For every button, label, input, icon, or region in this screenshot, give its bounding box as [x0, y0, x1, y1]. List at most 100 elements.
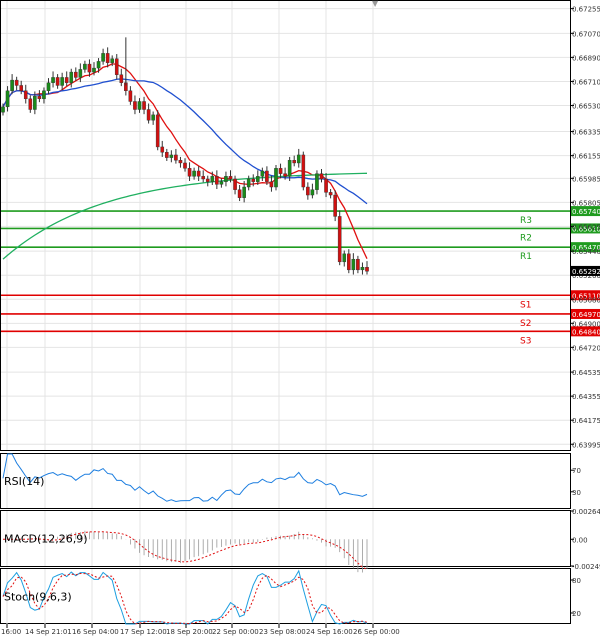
ma-long-line [2, 172, 368, 260]
level-label-box [571, 223, 600, 234]
candle-body [265, 170, 269, 182]
candle-body [87, 63, 92, 73]
level-label-box [571, 242, 600, 253]
candle-body [51, 77, 55, 83]
candle-body [155, 114, 160, 148]
level-name-r2: R2 [520, 233, 532, 243]
candle-body [146, 109, 151, 121]
price-axis: 0.67255 0.67070 0.66890 0.66710 0.66530 0.663… [570, 6, 600, 449]
price-tick-label: 0.65080 [572, 296, 600, 304]
candle-body [251, 178, 256, 182]
price-tick-label: 0.66335 [572, 129, 600, 137]
candle-body [274, 168, 278, 188]
level-name-s1: S1 [520, 300, 531, 310]
candle-body [64, 77, 69, 83]
price-tick-label: 0.66890 [572, 54, 600, 62]
candle-body [283, 173, 287, 177]
price-tick-label: 0.64355 [572, 393, 600, 401]
candle-body [55, 77, 60, 86]
candle-body [83, 63, 87, 70]
time-tick-label: 16 Sep 04:00 [72, 628, 119, 636]
candle-body [278, 168, 283, 174]
candle-body [174, 154, 178, 161]
candle-body [183, 162, 187, 169]
candle-body [101, 53, 105, 62]
stoch-tick-label: 20 [572, 610, 581, 618]
stoch-tick-label: 80 [572, 577, 581, 585]
scroll-marker-icon: ▼ [372, 0, 379, 8]
candle-body [242, 186, 246, 198]
level-value-label: 0.65610 [572, 225, 600, 233]
candle-body [73, 71, 78, 78]
price-tick-label: 0.64535 [572, 369, 600, 377]
candle-body [233, 178, 237, 190]
price-tick-label: 0.66710 [572, 78, 600, 86]
candle-body [110, 58, 114, 63]
rsi-tick-label: 70 [572, 467, 581, 475]
support-resistance-levels: R3 0.65740 R2 0.65610 R1 0.65470 S1 0.65110 S2 0.… [1, 206, 600, 346]
candle-body [328, 192, 333, 196]
level-value-label: 0.65110 [572, 292, 600, 300]
stoch-d-line [2, 572, 368, 625]
candle-body [347, 253, 351, 271]
candle-body [14, 79, 19, 86]
price-tick-label: 0.63995 [572, 441, 600, 449]
level-value-label: 0.64970 [572, 311, 600, 319]
price-tick-label: 0.65805 [572, 199, 600, 207]
candle-body [1, 106, 5, 113]
candle-body [292, 160, 297, 164]
indicator-panels: 70 30 RSI(14) 0.002647 0.00 -0.002498 MACD(12,… [2, 453, 600, 625]
candle-body [78, 69, 83, 78]
time-tick-label: 24 Sep 16:00 [306, 628, 353, 636]
level-label-box [571, 290, 600, 301]
stoch-k-line [2, 569, 368, 625]
candle-body [256, 176, 260, 182]
moving-averages [2, 63, 368, 260]
level-name-r3: R3 [520, 216, 532, 226]
level-label-box [571, 326, 600, 337]
ma-slow-line [2, 78, 368, 205]
current-price-box [571, 265, 600, 276]
candle-body [306, 186, 310, 196]
candle-body [319, 173, 324, 180]
candle-body [315, 173, 319, 190]
candle-body [324, 178, 328, 193]
candle-body [333, 194, 337, 217]
candle-body [337, 216, 342, 263]
main-panel-frame [0, 0, 571, 451]
candle-body [28, 98, 33, 110]
candle-body [133, 101, 137, 110]
candle-body [23, 90, 28, 100]
candle-body [33, 95, 37, 110]
candle-body [128, 90, 133, 102]
candle-body [96, 61, 101, 69]
candle-body [310, 189, 315, 196]
candle-body [192, 170, 196, 177]
price-tick-label: 0.66155 [572, 153, 600, 161]
candle-body [137, 101, 142, 110]
price-tick-label: 0.67255 [572, 6, 600, 14]
level-name-r1: R1 [520, 252, 532, 262]
candle-body [301, 154, 306, 188]
rsi-label: RSI(14) [4, 475, 44, 488]
candle-body [119, 74, 124, 83]
grid [1, 1, 570, 450]
candle-body [5, 90, 10, 108]
macd-label: MACD(12,26,9) [4, 533, 88, 546]
level-name-s3: S3 [520, 336, 531, 346]
candle-body [224, 176, 228, 182]
candle-body [10, 79, 14, 92]
rsi-tick-label: 30 [572, 489, 581, 497]
macd-signal-line [3, 531, 368, 570]
candle-body [196, 170, 201, 177]
candle-body [219, 181, 224, 185]
price-tick-label: 0.64175 [572, 417, 600, 425]
candle-body [365, 266, 369, 272]
candle-body [269, 181, 274, 188]
stoch-label: Stoch(9,6,3) [4, 591, 72, 604]
candle-body [160, 146, 165, 153]
price-tick-label: 0.66530 [572, 102, 600, 110]
candle-body [60, 77, 64, 86]
candle-body [296, 154, 301, 164]
candle-body [210, 176, 215, 182]
